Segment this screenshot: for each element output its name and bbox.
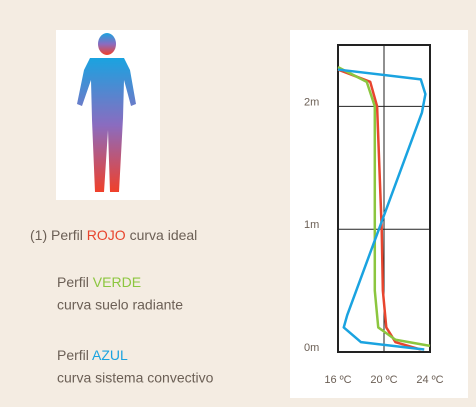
legend-entry: Perfil VERDE: [57, 274, 141, 290]
x-tick-label: 16 ºC: [324, 374, 351, 386]
legend-description: curva ideal: [130, 227, 198, 243]
legend-description: curva sistema convectivo: [57, 370, 214, 386]
chart-panel: [290, 30, 468, 398]
person-icon: [77, 33, 136, 192]
legend-name: ROJO: [87, 227, 126, 243]
legend-entry: (1) Perfil ROJO curva ideal: [30, 227, 197, 243]
legend-name: VERDE: [93, 274, 141, 290]
x-tick-label: 20 ºC: [370, 374, 397, 386]
legend-description: curva suelo radiante: [57, 297, 183, 313]
legend-entry: Perfil AZUL: [57, 347, 128, 363]
legend-prefix: Perfil: [57, 347, 89, 363]
x-tick-label: 24 ºC: [416, 374, 443, 386]
plot-frame: [337, 44, 431, 353]
legend-name: AZUL: [92, 347, 128, 363]
y-tick-label: 0m: [304, 342, 319, 354]
legend-prefix: (1) Perfil: [30, 227, 83, 243]
y-tick-label: 2m: [304, 96, 319, 108]
profile-line: [337, 68, 427, 351]
profile-line: [337, 65, 431, 348]
legend-prefix: Perfil: [57, 274, 89, 290]
y-tick-label: 1m: [304, 219, 319, 231]
